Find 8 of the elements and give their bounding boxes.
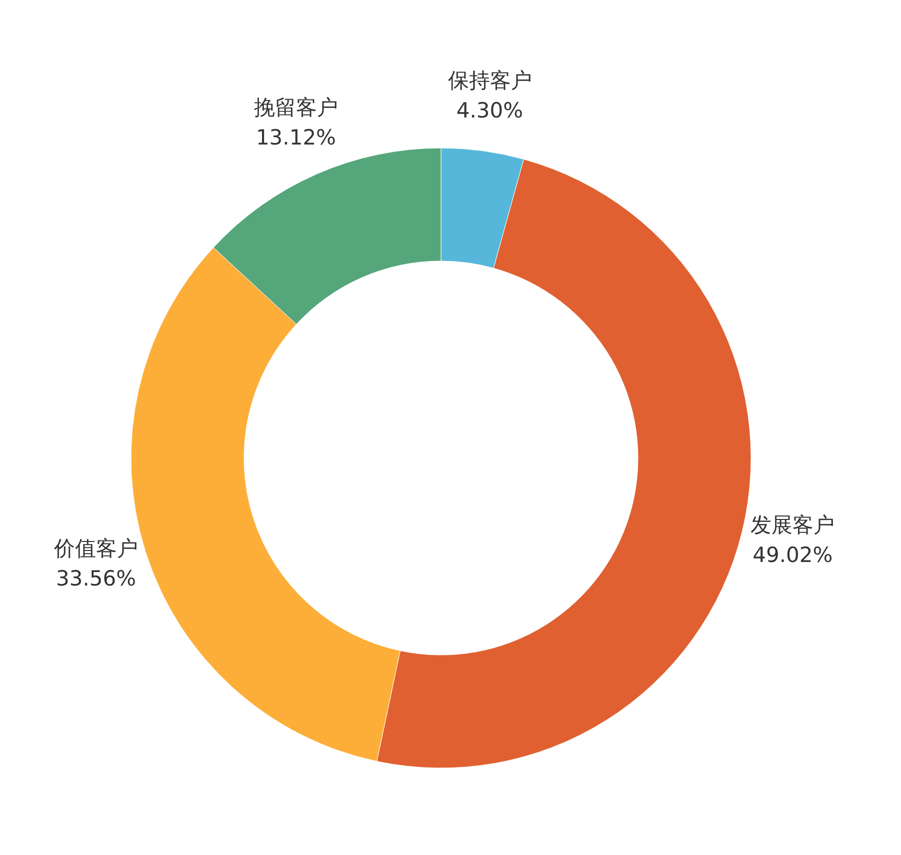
slice-label: 保持客户 — [448, 68, 532, 92]
data-label: 4.30% — [456, 98, 524, 122]
slice-label: 挽留客户 — [254, 95, 338, 120]
slice-label: 发展客户 — [750, 512, 835, 537]
data-label: 13.12% — [256, 125, 336, 150]
data-label: 49.02% — [752, 542, 833, 567]
slice-label: 价值客户 — [53, 536, 138, 561]
data-label: 33.56% — [56, 566, 136, 591]
